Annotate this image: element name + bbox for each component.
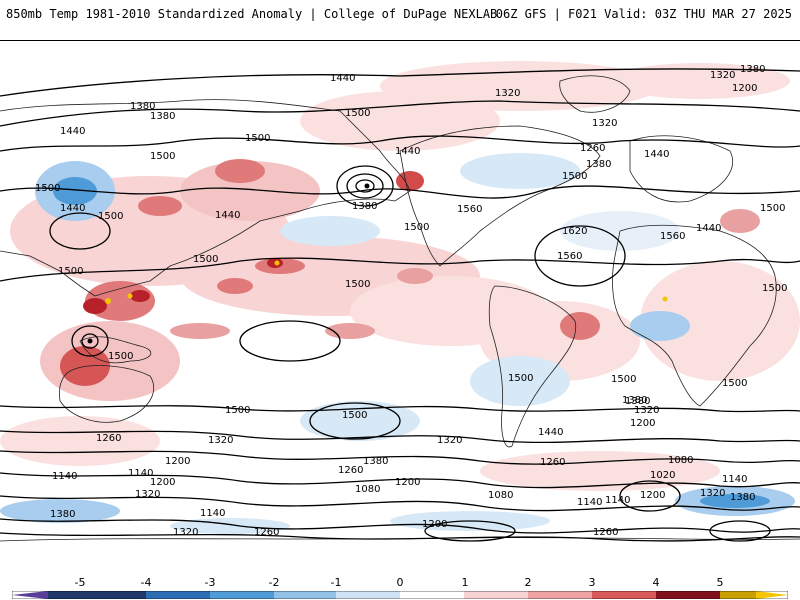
- contour-label: 1260: [540, 457, 565, 468]
- map-title: 850mb Temp 1981-2010 Standardized Anomal…: [6, 7, 498, 21]
- contour-label: 1320: [173, 527, 198, 538]
- contour-label: 1560: [457, 204, 482, 215]
- contour-label: 1500: [245, 133, 270, 144]
- low-center-marker: [364, 183, 370, 189]
- contour-label: 1260: [593, 527, 618, 538]
- contour-label: 1260: [580, 143, 605, 154]
- contour-label: 1140: [128, 468, 153, 479]
- contour-label: 1500: [345, 279, 370, 290]
- contour-label: 1200: [165, 456, 190, 467]
- contour-label: 1380: [363, 456, 388, 467]
- contour-label: 1260: [338, 465, 363, 476]
- height-contours: [0, 68, 800, 542]
- color-scale-legend: -5 -4 -3 -2 -1 0 1 2 3 4 5: [0, 570, 800, 600]
- contour-label: 1500: [345, 108, 370, 119]
- contour-label: 1200: [150, 477, 175, 488]
- contour-label: 1500: [562, 171, 587, 182]
- contour-label: 1200: [630, 418, 655, 429]
- contour-label: 1500: [58, 266, 83, 277]
- contour-label: 1200: [422, 519, 447, 530]
- contour-label: 1320: [135, 489, 160, 500]
- contour-label: 1260: [254, 527, 279, 538]
- contour-label: 1260: [96, 433, 121, 444]
- contour-label: 1440: [60, 203, 85, 214]
- contour-label: 1500: [193, 254, 218, 265]
- contour-label: 1500: [404, 222, 429, 233]
- scale-tick-label: 1: [461, 576, 469, 589]
- contour-label: 1440: [644, 149, 669, 160]
- contour-label: 1140: [605, 495, 630, 506]
- contour-label: 1380: [622, 395, 647, 406]
- contour-label: 1440: [215, 210, 240, 221]
- contour-label: 1380: [730, 492, 755, 503]
- scale-tick-label: 2: [524, 576, 532, 589]
- contour-label: 1380: [352, 201, 377, 212]
- scale-tick-label: 5: [716, 576, 724, 589]
- scale-tick-label: -1: [330, 576, 342, 589]
- contour-label: 1380: [150, 111, 175, 122]
- contour-label: 1080: [488, 490, 513, 501]
- contour-label: 1200: [395, 477, 420, 488]
- scale-tick-label: 0: [396, 576, 404, 589]
- contour-label: 1440: [60, 126, 85, 137]
- contour-label: 1320: [592, 118, 617, 129]
- contour-label: 1440: [330, 73, 355, 84]
- scale-tick-label: 3: [588, 576, 596, 589]
- contour-label: 1080: [355, 484, 380, 495]
- contour-labels: 1440 1500 1380 1380 1440 1500 1500 1440 …: [35, 64, 787, 538]
- cyclone-center-marker: [87, 338, 93, 344]
- contour-label: 1320: [495, 88, 520, 99]
- scale-tick-label: 4: [652, 576, 660, 589]
- contour-label: 1380: [130, 101, 155, 112]
- contour-label: 1500: [611, 374, 636, 385]
- contour-label: 1380: [625, 396, 650, 407]
- contour-label: 1320: [208, 435, 233, 446]
- contour-label: 1320: [634, 405, 659, 416]
- contour-label: 1200: [732, 83, 757, 94]
- contour-label: 1200: [640, 490, 665, 501]
- contour-label: 1560: [557, 251, 582, 262]
- map-panel: 1440 1500 1380 1380 1440 1500 1500 1440 …: [0, 40, 800, 559]
- model-valid-time: 06Z GFS | F021 Valid: 03Z THU MAR 27 202…: [495, 7, 792, 21]
- contour-label: 1140: [200, 508, 225, 519]
- contour-label: 1500: [150, 151, 175, 162]
- contour-label: 1140: [52, 471, 77, 482]
- scale-tick-label: -2: [268, 576, 280, 589]
- scale-tick-label: -5: [74, 576, 86, 589]
- map-canvas: 1440 1500 1380 1380 1440 1500 1500 1440 …: [0, 41, 800, 559]
- contour-label: 1500: [762, 283, 787, 294]
- contour-label: 1080: [668, 455, 693, 466]
- contour-label: 1560: [660, 231, 685, 242]
- title-bar: 850mb Temp 1981-2010 Standardized Anomal…: [0, 0, 800, 30]
- contour-label: 1320: [700, 488, 725, 499]
- contour-label: 1380: [740, 64, 765, 75]
- contour-label: 1620: [562, 226, 587, 237]
- contour-label: 1500: [225, 405, 250, 416]
- contour-label: 1020: [650, 470, 675, 481]
- contour-label: 1500: [722, 378, 747, 389]
- contour-label: 1500: [108, 351, 133, 362]
- contour-label: 1500: [342, 410, 367, 421]
- contour-label: 1320: [710, 70, 735, 81]
- contour-label: 1500: [508, 373, 533, 384]
- contour-label: 1440: [696, 223, 721, 234]
- contour-label: 1440: [538, 427, 563, 438]
- contour-label: 1140: [577, 497, 602, 508]
- contour-label: 1380: [50, 509, 75, 520]
- contour-label: 1500: [98, 211, 123, 222]
- contour-label: 1380: [586, 159, 611, 170]
- scale-tick-label: -3: [204, 576, 216, 589]
- contour-label: 1500: [35, 183, 60, 194]
- color-scale-bar: [12, 591, 788, 599]
- contour-label: 1440: [395, 146, 420, 157]
- scale-tick-label: -4: [140, 576, 152, 589]
- contour-label: 1500: [760, 203, 785, 214]
- contour-label: 1140: [722, 474, 747, 485]
- contour-label: 1320: [437, 435, 462, 446]
